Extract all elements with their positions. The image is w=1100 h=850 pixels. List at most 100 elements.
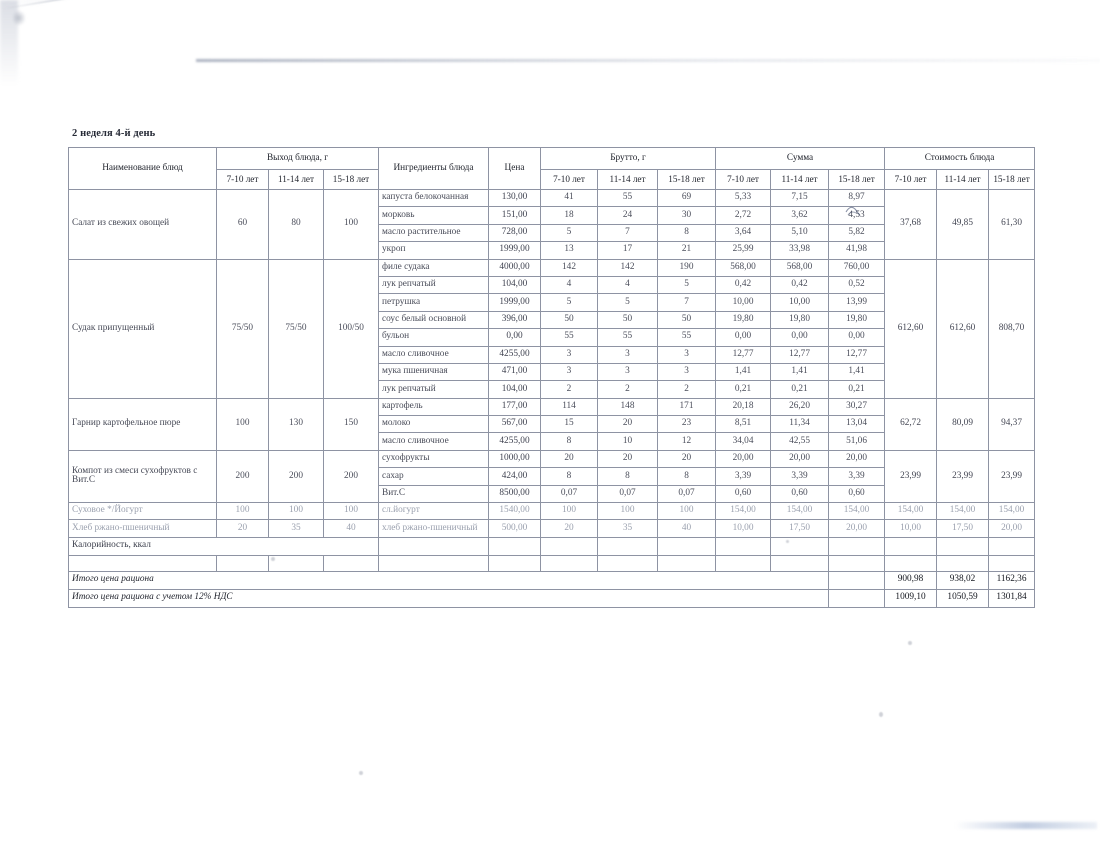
ingredient-brutto-cell: 50 — [597, 310, 658, 330]
table-header: Наименование блюд Выход блюда, г Ингреди… — [68, 147, 1036, 190]
ingredient-sum-cell: 12,77 — [770, 345, 830, 364]
ingredient-sum-cell: 0,00 — [770, 328, 830, 347]
ingredient-sum-cell: 5,82 — [828, 223, 886, 243]
dish-yield-cell: 100 — [323, 502, 379, 521]
ingredient-brutto-cell: 20 — [540, 519, 598, 538]
total-row: Итого цена рациона 900,98 938,02 1162,36 — [67, 570, 1036, 590]
ingredient-brutto-cell: 3 — [597, 345, 658, 364]
dish-yield-cell: 100/50 — [323, 258, 379, 399]
ingredient-sum-cell: 10,00 — [715, 293, 772, 312]
ingredient-price-cell: 1000,00 — [488, 449, 541, 469]
spacer-cell — [268, 555, 324, 572]
kcal-label: Калорийность, ккал — [68, 536, 379, 556]
ingredient-sum-cell: 3,39 — [715, 467, 772, 486]
ingredient-brutto-cell: 2 — [597, 380, 658, 399]
table-row: укроп 1999,00 13 17 21 25,99 33,98 41,98 — [69, 241, 1035, 260]
ingredient-sum-cell: 154,00 — [828, 502, 886, 521]
ingredient-brutto-cell: 20 — [656, 449, 717, 469]
ingredient-brutto-cell: 7 — [656, 293, 717, 312]
spacer-cell — [656, 555, 717, 572]
header-sum-age-1: 11-14 лет — [770, 169, 830, 190]
ingredient-price-cell: 8500,00 — [488, 484, 541, 504]
dish-cost-cell: 23,99 — [988, 449, 1036, 504]
ingredient-brutto-cell: 7 — [597, 223, 658, 243]
table-row: петрушка 1999,00 5 5 7 10,00 10,00 13,99 — [69, 293, 1035, 312]
dish-cost-cell: 612,60 — [936, 258, 990, 399]
ingredient-sum-cell: 3,64 — [715, 223, 772, 243]
spacer-cell — [597, 555, 658, 572]
ingredient-brutto-cell: 3 — [540, 345, 598, 364]
ingredient-price-cell: 104,00 — [488, 380, 541, 399]
ingredient-brutto-cell: 5 — [540, 293, 598, 312]
table-row: соус белый основной 396,00 50 50 50 19,80 19,8… — [69, 310, 1035, 330]
ingredient-brutto-cell: 41 — [540, 188, 598, 208]
ingredient-brutto-cell: 20 — [597, 449, 658, 469]
ingredient-name-cell: соус белый основной — [378, 310, 489, 330]
spacer-row — [68, 554, 1036, 572]
kcal-empty-cell — [597, 536, 658, 556]
ingredient-brutto-cell: 100 — [597, 502, 658, 521]
ingredient-price-cell: 1999,00 — [488, 293, 541, 312]
dish-cost-cell: 94,37 — [988, 397, 1036, 451]
total-value-cell: 1050,59 — [936, 588, 990, 608]
header-yield-age-2: 15-18 лет — [323, 169, 379, 190]
dish-yield-cell: 60 — [216, 189, 269, 260]
dish-yield-cell: 100 — [216, 397, 269, 451]
ingredient-sum-cell: 42,55 — [770, 432, 830, 451]
total-value-cell: 900,98 — [884, 570, 938, 590]
ingredient-brutto-cell: 2 — [540, 380, 598, 399]
ingredient-brutto-cell: 55 — [656, 328, 717, 347]
ingredient-sum-cell: 760,00 — [828, 258, 886, 277]
ingredient-brutto-cell: 8 — [540, 432, 598, 451]
ingredient-sum-cell: 11,34 — [770, 415, 830, 434]
ingredient-name-cell: петрушка — [378, 293, 489, 312]
header-dish-name: Наименование блюд — [68, 147, 217, 190]
ingredient-brutto-cell: 114 — [540, 397, 598, 417]
header-cost-age-0: 7-10 лет — [884, 169, 938, 190]
ingredient-brutto-cell: 5 — [597, 293, 658, 312]
kcal-row: Калорийность, ккал — [68, 536, 1036, 556]
ingredient-brutto-cell: 3 — [540, 362, 598, 382]
ingredient-sum-cell: 30,27 — [828, 397, 886, 417]
ingredient-brutto-cell: 0,07 — [656, 484, 717, 504]
dish-yield-cell: 150 — [323, 397, 379, 451]
ingredient-sum-cell: 20,00 — [828, 449, 886, 469]
dish-name-cell: Гарнир картофельное пюре — [68, 397, 217, 451]
table-row: Хлеб ржано-пшеничный 20 35 40 хлеб ржано-пше… — [68, 519, 1036, 538]
dish-cost-cell: 23,99 — [936, 449, 990, 504]
ingredient-sum-cell: 0,21 — [770, 380, 830, 399]
ingredient-sum-cell: 1,41 — [715, 362, 772, 382]
ingredient-brutto-cell: 20 — [540, 449, 598, 469]
ingredient-price-cell: 500,00 — [488, 519, 541, 538]
scan-smudge-artifact — [955, 822, 1097, 829]
dish-cost-cell: 61,30 — [988, 189, 1036, 260]
ingredient-name-cell: филе судака — [378, 258, 489, 277]
spacer-cell — [884, 554, 938, 572]
scan-fold-artifact — [0, 0, 427, 90]
dish-name-cell: Компот из смеси сухофруктов с Вит.С — [68, 449, 217, 504]
total-gap-cell — [828, 588, 886, 608]
ingredient-sum-cell: 0,21 — [715, 380, 772, 399]
ingredient-price-cell: 177,00 — [488, 397, 541, 417]
ingredient-sum-cell: 1,41 — [770, 362, 830, 382]
ingredient-sum-cell: 568,00 — [770, 258, 830, 277]
ingredient-sum-cell: 34,04 — [715, 432, 772, 451]
ingredient-price-cell: 728,00 — [488, 223, 541, 243]
ingredient-brutto-cell: 8 — [597, 467, 658, 486]
spacer-cell — [770, 555, 830, 572]
ingredient-sum-cell: 0,21 — [828, 380, 886, 399]
dish-cost-cell: 154,00 — [936, 502, 990, 521]
dish-yield-cell: 20 — [216, 519, 269, 538]
dish-name-cell: Салат из свежих овощей — [68, 189, 217, 260]
ingredient-brutto-cell: 142 — [597, 258, 658, 277]
dish-name-cell: Хлеб ржано-пшеничный — [68, 519, 217, 538]
ingredient-brutto-cell: 4 — [597, 275, 658, 295]
dish-yield-cell: 100 — [268, 502, 324, 521]
ingredient-price-cell: 0,00 — [488, 328, 541, 347]
table-row: морковь 151,00 18 24 30 2,72 3,62 4,53 — [69, 206, 1035, 225]
ingredient-sum-cell: 568,00 — [715, 258, 772, 277]
ingredient-brutto-cell: 3 — [656, 345, 717, 364]
ingredient-sum-cell: 19,80 — [770, 310, 830, 330]
ingredient-brutto-cell: 190 — [656, 258, 717, 277]
ingredient-sum-cell: 2,72 — [715, 206, 772, 225]
